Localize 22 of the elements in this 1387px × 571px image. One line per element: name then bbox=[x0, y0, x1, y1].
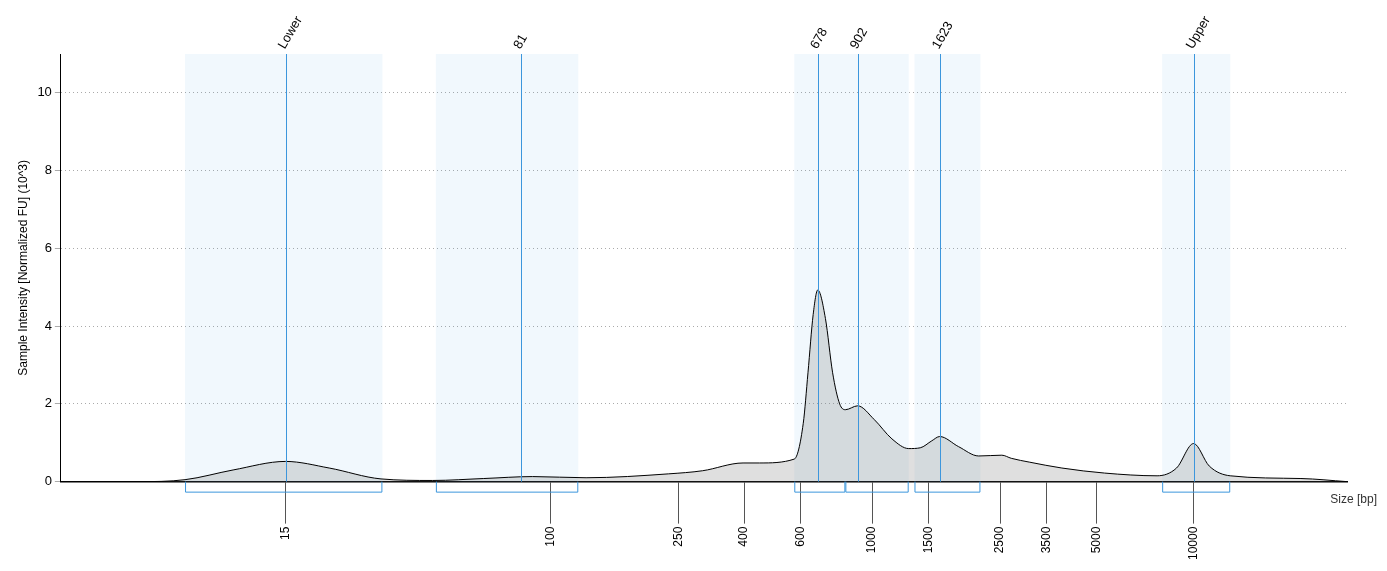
y-tick-label: 10 bbox=[37, 84, 52, 100]
x-tick-label: 1500 bbox=[920, 526, 935, 554]
x-tick-label: 400 bbox=[736, 526, 751, 547]
x-tick-label: 2500 bbox=[992, 526, 1007, 554]
y-axis-title: Sample Intensity [Normalized FU] (10^3) bbox=[15, 159, 30, 376]
ref-line-label: 81 bbox=[509, 31, 531, 52]
x-tick-label: 1000 bbox=[864, 526, 879, 554]
y-tick-label: 4 bbox=[44, 317, 52, 333]
x-tick-label: 10000 bbox=[1185, 526, 1200, 561]
x-axis-title: Size [bp] bbox=[1330, 491, 1377, 506]
x-tick-label: 100 bbox=[542, 526, 557, 547]
ref-line-label: 902 bbox=[846, 25, 871, 52]
ref-line-label: 678 bbox=[806, 25, 831, 52]
y-tick-label: 0 bbox=[44, 473, 52, 489]
x-tick-label: 5000 bbox=[1089, 526, 1104, 554]
y-tick-label: 2 bbox=[44, 395, 52, 411]
x-tick-label: 600 bbox=[793, 526, 808, 547]
y-tick-label: 6 bbox=[44, 239, 52, 255]
x-tick-label: 3500 bbox=[1039, 526, 1054, 554]
y-tick-label: 8 bbox=[44, 162, 52, 178]
x-tick-label: 15 bbox=[277, 526, 292, 540]
x-tick-label: 250 bbox=[670, 526, 685, 547]
